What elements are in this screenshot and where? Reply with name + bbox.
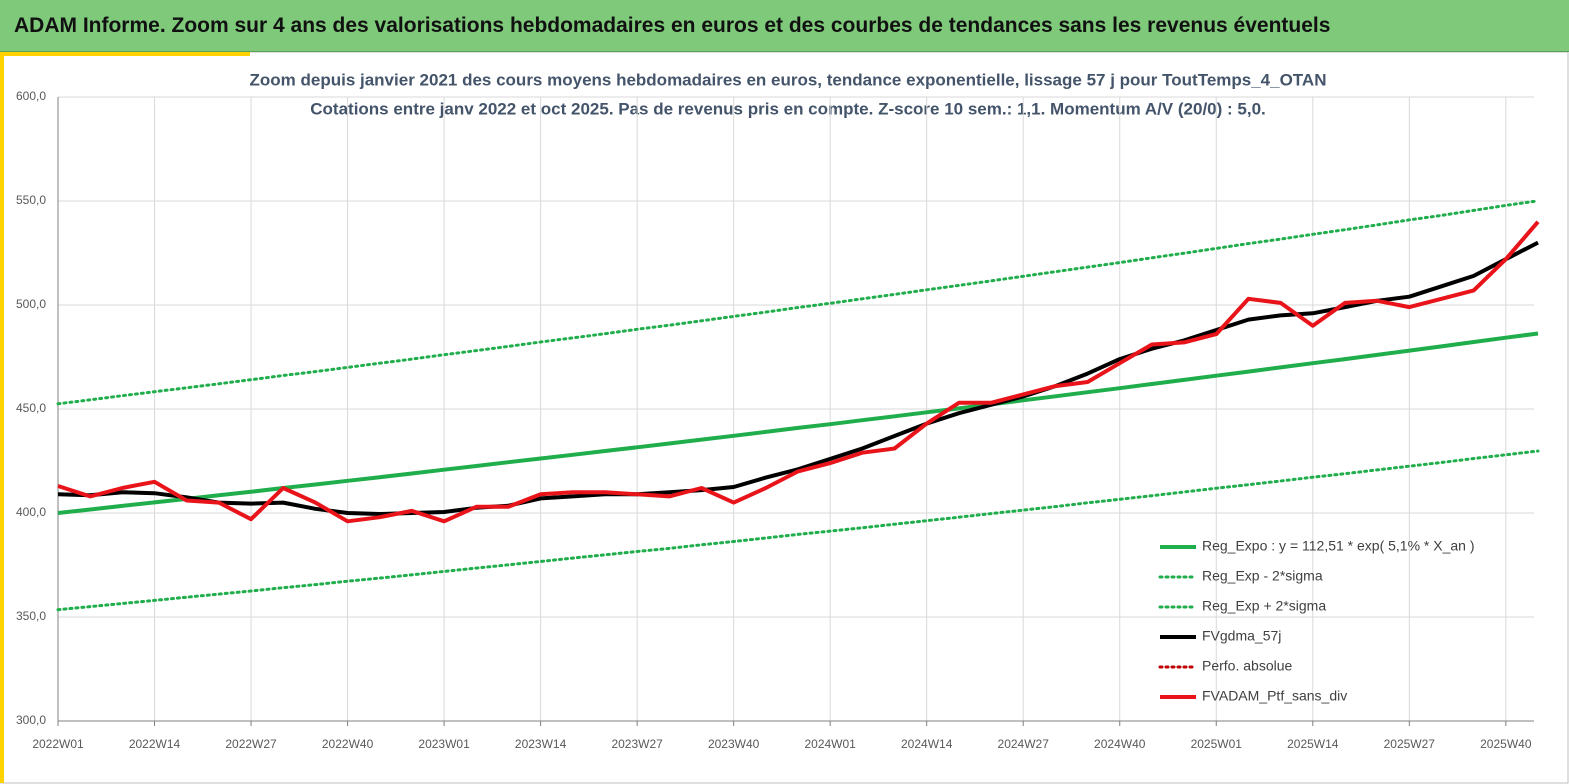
chart: Zoom depuis janvier 2021 des cours moyen… [0,52,1569,784]
x-tick-label: 2024W40 [1094,737,1146,751]
x-tick-label: 2023W27 [611,737,663,751]
x-tick-label: 2023W01 [418,737,470,751]
x-tick-label: 2022W14 [129,737,181,751]
x-tick-label: 2025W27 [1384,737,1436,751]
y-tick-label: 500,0 [16,297,46,311]
banner-title: ADAM Informe. Zoom sur 4 ans des valoris… [14,14,1331,37]
x-tick-label: 2022W27 [225,737,277,751]
x-tick-label: 2023W14 [515,737,567,751]
series-line [57,220,1540,524]
series-line [57,240,1539,516]
x-tick-label: 2023W40 [708,737,760,751]
y-tick-label: 450,0 [16,401,46,415]
x-tick-label: 2024W14 [901,737,953,751]
y-tick-label: 550,0 [16,193,46,207]
x-tick-label: 2025W14 [1287,737,1339,751]
series-line [57,331,1539,515]
legend-label: Reg_Expo : y = 112,51 * exp( 5,1% * X_an… [1202,538,1475,554]
y-tick-label: 400,0 [16,505,46,519]
x-tick-label: 2025W40 [1480,737,1532,751]
y-tick-label: 600,0 [16,89,46,103]
chart-subtitle: Zoom depuis janvier 2021 des cours moyen… [250,70,1327,89]
y-tick-label: 350,0 [16,609,46,623]
series-line [56,449,1540,612]
x-tick-label: 2024W27 [998,737,1050,751]
legend-label: Reg_Exp - 2*sigma [1202,568,1323,584]
y-tick-label: 300,0 [16,713,46,727]
legend-label: FVADAM_Ptf_sans_div [1202,688,1347,704]
accent [0,52,250,56]
accent [0,52,4,783]
legend-label: Reg_Exp + 2*sigma [1202,598,1326,614]
x-tick-label: 2025W01 [1191,737,1243,751]
legend-label: FVgdma_57j [1202,628,1281,644]
legend-label: Perfo. absolue [1202,658,1292,674]
x-tick-label: 2022W01 [32,737,84,751]
chart-subtitle: Cotations entre janv 2022 et oct 2025. P… [310,99,1266,118]
chart-frame [0,52,1569,784]
banner: ADAM Informe. Zoom sur 4 ans des valoris… [0,0,1569,52]
series-line [56,199,1540,406]
x-tick-label: 2022W40 [322,737,374,751]
x-tick-label: 2024W01 [804,737,856,751]
